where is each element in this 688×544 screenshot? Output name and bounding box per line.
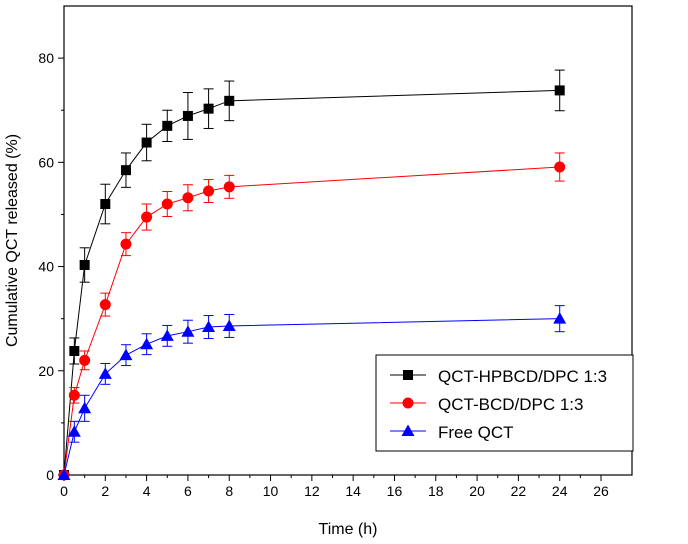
data-point (68, 389, 80, 401)
legend-label: QCT-BCD/DPC 1:3 (438, 395, 583, 414)
x-tick-label: 16 (387, 483, 403, 499)
data-point (120, 238, 132, 250)
x-tick-label: 0 (60, 483, 68, 499)
legend-label: QCT-HPBCD/DPC 1:3 (438, 367, 607, 386)
data-point (223, 181, 235, 193)
data-point (57, 468, 71, 480)
data-point (161, 198, 173, 210)
y-tick-label: 0 (46, 467, 54, 483)
data-point (553, 312, 567, 324)
data-point (99, 299, 111, 311)
data-point (78, 401, 92, 414)
data-point (141, 211, 153, 223)
data-point (554, 85, 565, 96)
x-tick-label: 24 (552, 483, 568, 499)
y-tick-label: 80 (38, 50, 54, 66)
x-tick-label: 12 (304, 483, 320, 499)
data-point (181, 325, 195, 337)
data-point (100, 199, 111, 210)
data-point (202, 320, 216, 333)
data-point (162, 120, 173, 131)
data-point (203, 185, 215, 197)
x-tick-label: 8 (225, 483, 233, 499)
x-axis: 0 2 4 6 8 10 12 14 16 18 20 22 24 26 (60, 475, 609, 499)
data-point (554, 161, 566, 173)
plot-frame (63, 5, 633, 476)
data-point (182, 110, 193, 121)
y-axis-label: Cumulative QCT released (%) (4, 134, 21, 347)
data-point (140, 337, 154, 350)
series-layer (57, 69, 567, 481)
legend: QCT-HPBCD/DPC 1:3 QCT-BCD/DPC 1:3 Free QCT (375, 354, 634, 452)
data-point (79, 354, 91, 366)
x-tick-label: 6 (184, 483, 192, 499)
legend-marker (403, 370, 413, 380)
legend-marker (402, 397, 414, 409)
x-axis-label: Time (h) (319, 521, 378, 538)
data-point (79, 259, 90, 270)
legend-marker (401, 424, 415, 436)
data-point (69, 345, 80, 356)
data-point (120, 165, 131, 176)
data-point (224, 95, 235, 106)
x-tick-label: 10 (263, 483, 279, 499)
data-point (160, 329, 174, 341)
plot-border (63, 5, 633, 476)
x-tick-label: 2 (101, 483, 109, 499)
y-tick-label: 20 (38, 363, 54, 379)
data-point (141, 137, 152, 148)
legend-label: Free QCT (438, 423, 514, 442)
data-point (119, 348, 133, 361)
x-tick-label: 14 (345, 483, 361, 499)
data-point (67, 425, 81, 437)
y-tick-label: 60 (38, 154, 54, 170)
series-3 (57, 305, 567, 480)
data-point (222, 319, 236, 331)
data-point (203, 103, 214, 114)
data-point (98, 367, 112, 379)
x-tick-label: 4 (143, 483, 151, 499)
x-tick-label: 22 (511, 483, 527, 499)
y-axis: 0 20 40 60 80 (38, 50, 64, 483)
x-tick-label: 20 (469, 483, 485, 499)
series-1 (59, 69, 565, 480)
y-tick-label: 40 (38, 259, 54, 275)
x-tick-label: 18 (428, 483, 444, 499)
data-point (182, 192, 194, 204)
x-tick-label: 26 (593, 483, 609, 499)
